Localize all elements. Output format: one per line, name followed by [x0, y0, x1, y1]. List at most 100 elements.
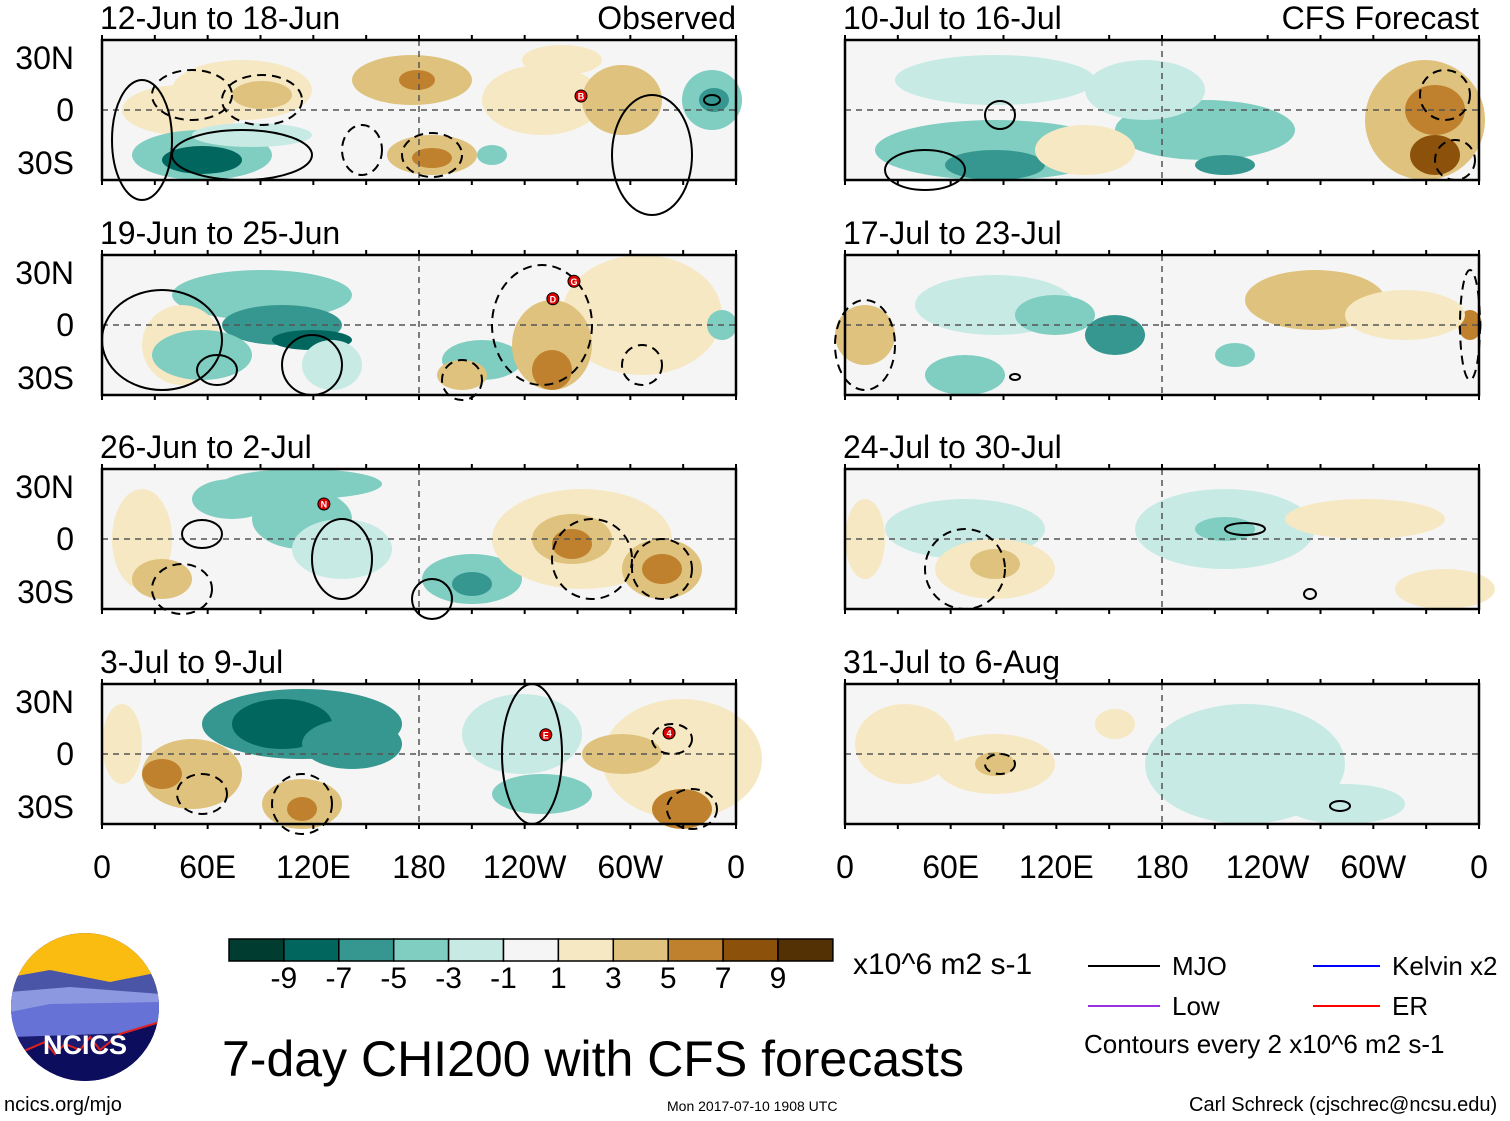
storm-label: 4 — [667, 729, 672, 739]
panel-title: 12-Jun to 18-Jun — [100, 0, 341, 36]
anomaly-region — [652, 789, 712, 829]
legend-mjo: MJO — [1172, 951, 1227, 981]
lat-tick-label: 30S — [17, 144, 74, 181]
anomaly-region — [1345, 290, 1465, 340]
colorbar — [228, 938, 834, 962]
map-panel — [843, 679, 1481, 829]
mjo-contour — [151, 563, 213, 615]
anomaly-region — [699, 88, 729, 112]
anomaly-region — [1215, 343, 1255, 367]
anomaly-region — [512, 300, 592, 390]
colorbar-tick-label: 3 — [604, 962, 622, 995]
mjo-contour — [631, 538, 693, 600]
mjo-contour — [341, 124, 383, 176]
anomaly-region — [292, 519, 392, 579]
anomaly-region — [1285, 784, 1405, 824]
mjo-contour — [1224, 522, 1266, 536]
lon-tick-label: 0 — [93, 849, 111, 885]
anomaly-region — [302, 719, 402, 769]
lat-tick-label: 30S — [17, 788, 74, 825]
site-link[interactable]: ncics.org/mjo — [4, 1094, 122, 1116]
panel-title: 19-Jun to 25-Jun — [100, 215, 341, 251]
anomaly-region — [412, 148, 452, 168]
anomaly-region — [835, 305, 895, 365]
map-panel — [834, 250, 1482, 400]
mjo-contour — [834, 299, 896, 391]
colorbar-tick-label: -9 — [270, 962, 298, 995]
map-panel: N — [100, 464, 738, 620]
lon-tick-label: 60W — [1340, 849, 1407, 885]
mjo-contour — [884, 149, 966, 191]
lat-tick-label: 30N — [15, 683, 74, 720]
lat-tick-label: 30S — [17, 573, 74, 610]
storm-marker: B — [574, 89, 588, 103]
panel-tag: Observed — [597, 0, 736, 36]
lon-tick-label: 120W — [1225, 849, 1310, 885]
anomaly-region — [1285, 499, 1445, 539]
anomaly-region — [142, 739, 242, 809]
anomaly-region — [845, 499, 885, 579]
mjo-contour — [221, 74, 303, 126]
colorbar-tick-label: 9 — [769, 962, 787, 995]
anomaly-region — [192, 123, 312, 147]
mjo-contour — [666, 788, 718, 830]
legend-er: ER — [1392, 991, 1429, 1021]
map-panel — [843, 464, 1495, 614]
mjo-contour — [441, 359, 483, 401]
lon-tick-label: 0 — [727, 849, 745, 885]
colorbar-tick-label: 5 — [659, 962, 677, 995]
panel-title: 10-Jul to 16-Jul — [843, 0, 1062, 36]
anomaly-region — [1035, 125, 1135, 175]
lat-tick-label: 30N — [15, 39, 74, 76]
mjo-contour — [401, 132, 463, 178]
mjo-contour — [551, 518, 633, 600]
mjo-contour — [181, 519, 223, 549]
map-panel: DG — [100, 250, 738, 401]
lon-tick-label: 60W — [597, 849, 664, 885]
timestamp: Mon 2017-07-10 1908 UTC — [667, 1098, 838, 1114]
lon-tick-label: 120W — [482, 849, 567, 885]
lat-tick-label: 30S — [17, 359, 74, 396]
lon-tick-label: 0 — [836, 849, 854, 885]
mjo-contour — [984, 753, 1016, 775]
mjo-contour — [1329, 800, 1351, 812]
anomaly-region — [492, 774, 592, 814]
anomaly-region — [399, 70, 435, 90]
storm-marker: G — [567, 274, 581, 288]
mjo-contour — [111, 79, 173, 201]
panel-title: 3-Jul to 9-Jul — [100, 644, 284, 680]
anomaly-region — [552, 529, 592, 559]
storm-label: N — [321, 500, 328, 510]
anomaly-region — [522, 45, 602, 75]
author: Carl Schreck (cjschrec@ncsu.edu) — [1189, 1094, 1498, 1116]
legend-contours: Contours every 2 x10^6 m2 s-1 — [1084, 1029, 1445, 1059]
anomaly-region — [945, 150, 1045, 180]
anomaly-region — [582, 65, 662, 135]
storm-label: B — [578, 92, 585, 102]
storm-label: E — [543, 730, 549, 740]
lon-tick-label: 60E — [922, 849, 980, 885]
mjo-contour — [151, 69, 233, 121]
mjo-contour — [1419, 69, 1471, 121]
anomaly-region — [562, 255, 722, 375]
panel-title: 26-Jun to 2-Jul — [100, 429, 312, 465]
storm-marker: N — [317, 497, 331, 511]
lat-tick-label: 0 — [56, 521, 74, 557]
mjo-contour — [411, 578, 453, 620]
lat-tick-label: 0 — [56, 307, 74, 343]
colorbar-units: x10^6 m2 s-1 — [853, 948, 1033, 981]
anomaly-region — [477, 145, 507, 165]
mjo-contour — [1009, 373, 1021, 381]
figure-title: 7-day CHI200 with CFS forecasts — [222, 1031, 964, 1087]
anomaly-region — [642, 554, 682, 584]
map-panel — [843, 35, 1485, 191]
colorbar-tick-label: 7 — [714, 962, 732, 995]
lon-tick-label: 0 — [1470, 849, 1488, 885]
lon-tick-label: 60E — [179, 849, 237, 885]
mjo-contour — [176, 773, 228, 815]
lat-tick-label: 30N — [15, 468, 74, 505]
mjo-contour — [703, 94, 721, 106]
anomaly-region — [102, 704, 142, 784]
